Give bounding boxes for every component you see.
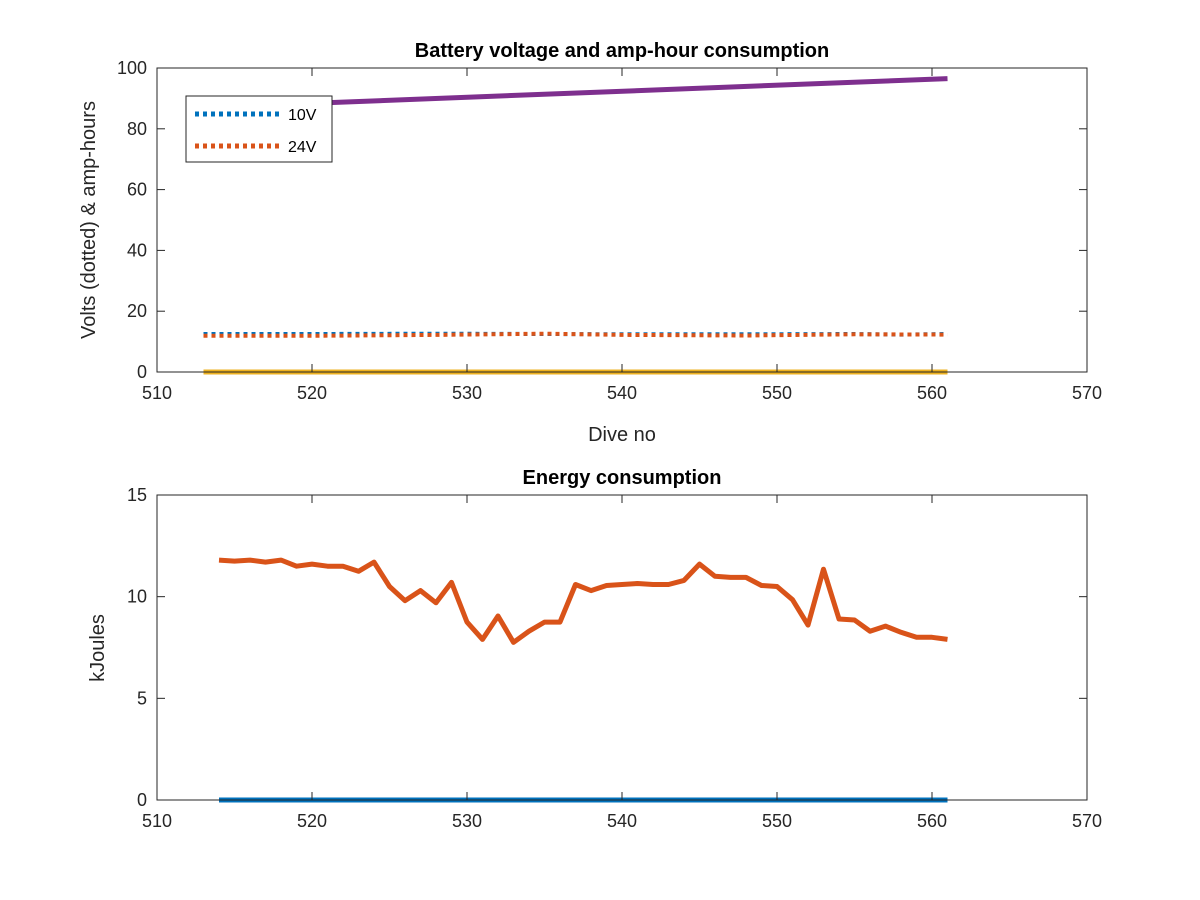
y-tick-label: 15 <box>127 485 147 505</box>
y-tick-label: 20 <box>127 301 147 321</box>
x-tick-label: 550 <box>762 811 792 831</box>
y-tick-label: 10 <box>127 587 147 607</box>
y-axis-label: Volts (dotted) & amp-hours <box>78 101 100 339</box>
x-tick-label: 560 <box>917 811 947 831</box>
series-line-1-1 <box>218 557 948 645</box>
y-tick-label: 0 <box>137 362 147 382</box>
x-tick-label: 510 <box>142 383 172 403</box>
legend-label-24v: 24V <box>288 139 317 156</box>
x-tick-label: 530 <box>452 383 482 403</box>
chart-energy-consumption: Energy consumption kJoules 510 520 530 540 5… <box>87 467 1102 831</box>
axes-box <box>156 494 1088 801</box>
x-tick-label: 540 <box>607 811 637 831</box>
chart-title: Energy consumption <box>523 467 722 489</box>
x-axis-label: Dive no <box>588 424 656 446</box>
x-tick-label: 570 <box>1072 383 1102 403</box>
chart-battery-voltage: Battery voltage and amp-hour consumption… <box>78 40 1102 446</box>
chart-title: Battery voltage and amp-hour consumption <box>415 40 829 62</box>
y-tick-label: 5 <box>137 688 147 708</box>
series-line-24v <box>203 331 948 338</box>
legend: 10V 24V <box>185 95 333 163</box>
axes-box <box>156 67 1088 373</box>
y-tick-label: 100 <box>117 58 147 78</box>
x-tick-label: 550 <box>762 383 792 403</box>
x-tick-label: 510 <box>142 811 172 831</box>
x-tick-label: 530 <box>452 811 482 831</box>
x-tick-label: 570 <box>1072 811 1102 831</box>
y-tick-label: 80 <box>127 119 147 139</box>
legend-label-10v: 10V <box>288 107 317 124</box>
y-axis-label: kJoules <box>87 614 109 682</box>
y-tick-label: 60 <box>127 180 147 200</box>
x-tick-label: 520 <box>297 383 327 403</box>
x-tick-label: 560 <box>917 383 947 403</box>
y-tick-label: 40 <box>127 240 147 260</box>
legend-box <box>185 95 333 163</box>
x-tick-label: 540 <box>607 383 637 403</box>
y-tick-label: 0 <box>137 790 147 810</box>
x-tick-label: 520 <box>297 811 327 831</box>
plot-area <box>157 495 1087 800</box>
